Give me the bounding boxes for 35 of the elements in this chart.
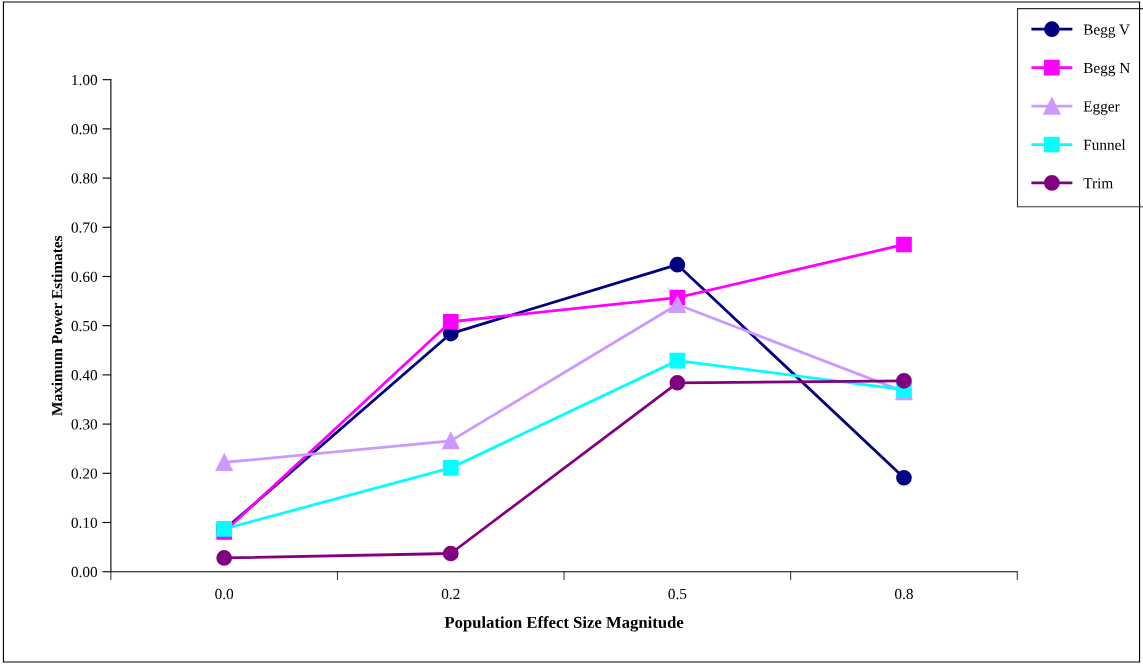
legend-label: Begg V [1083,24,1130,38]
y-axis-title: Maximum Power Estimates [51,235,63,416]
point [669,374,686,391]
point [896,236,912,253]
legend-label: Egger [1083,101,1120,115]
legend-label: Funnel [1083,139,1126,151]
y-tick-label: 1.00 [72,74,98,86]
y-tick-label: 0.50 [71,320,98,332]
y-tick-label: 0.00 [71,566,98,578]
point [442,545,459,562]
point [442,432,460,450]
y-tick-label: 0.30 [71,419,98,430]
point [668,295,686,314]
y-tick-label: 0.90 [71,124,98,135]
x-axis-title: Population Effect Size Magnitude [444,616,684,632]
y-tick-label: 0.20 [71,468,98,479]
x-tick-label: 0.2 [441,588,460,600]
point [215,453,233,472]
x-tick-label: 0.8 [895,588,913,600]
point [442,460,459,476]
legend-label: Trim [1083,178,1113,189]
y-tick-label: 0.40 [71,370,98,381]
point [896,469,912,486]
y-tick-label: 0.60 [71,271,98,283]
x-tick-label: 0.5 [668,588,687,600]
point [669,256,686,273]
x-tick-label: 0.0 [215,588,234,600]
y-tick-label: 0.10 [71,517,98,529]
y-tick-label: 0.80 [71,173,98,184]
point [896,372,912,389]
point [216,550,233,566]
legend-label: Begg N [1083,63,1130,77]
y-tick-label: 0.70 [71,222,98,233]
point [442,313,459,330]
point [669,352,686,369]
